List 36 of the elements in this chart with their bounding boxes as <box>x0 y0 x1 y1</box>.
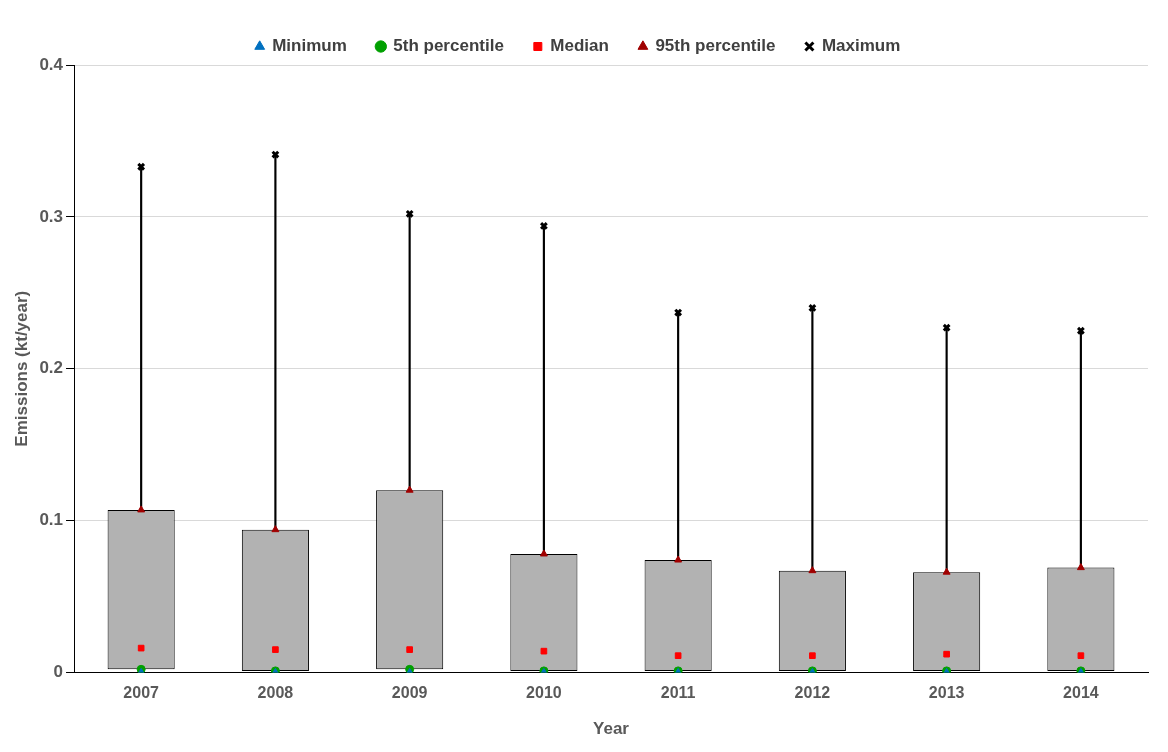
x-tick-label: 2009 <box>391 684 428 702</box>
point <box>808 566 817 574</box>
point <box>271 525 280 533</box>
y-tick-label: 0 <box>53 662 64 682</box>
point <box>809 652 816 660</box>
y-tick-label: 0.3 <box>39 206 64 226</box>
x-tick-label: 2007 <box>123 684 160 702</box>
point <box>272 646 279 653</box>
y-tick-label: 0.4 <box>39 54 64 74</box>
point <box>674 555 683 563</box>
point <box>1076 563 1085 571</box>
point <box>539 549 548 557</box>
point <box>942 567 951 575</box>
y-tick-label: 0.1 <box>39 510 64 530</box>
x-axis-title: Year <box>593 719 630 739</box>
point <box>540 647 548 655</box>
y-axis-title: Emissions (kt/year) <box>11 290 31 447</box>
x-tick-label: 2013 <box>928 684 965 702</box>
legend-label: 95th percentile <box>655 36 776 56</box>
legend-label: 5th percentile <box>393 36 504 56</box>
x-tick-label: 2011 <box>660 684 696 702</box>
point <box>406 646 413 653</box>
legend-label: Minimum <box>272 36 347 56</box>
x-tick-label: 2008 <box>257 684 294 702</box>
x-tick-label: 2012 <box>794 684 831 702</box>
legend-label: Maximum <box>821 36 901 56</box>
point <box>405 485 414 493</box>
legend-label: Median <box>550 36 609 56</box>
x-tick-label: 2014 <box>1063 684 1099 702</box>
point <box>943 650 950 658</box>
point <box>137 505 146 513</box>
x-tick-label: 2010 <box>526 684 562 702</box>
point <box>137 644 145 652</box>
point <box>1077 652 1085 660</box>
point <box>674 652 682 660</box>
y-tick-label: 0.2 <box>39 358 64 378</box>
